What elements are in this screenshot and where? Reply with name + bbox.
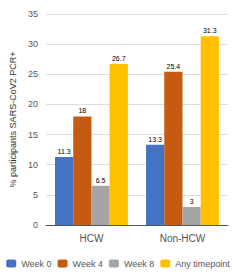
svg-text:15: 15 [28, 130, 38, 140]
svg-text:20: 20 [28, 99, 38, 109]
svg-text:Non-HCW: Non-HCW [160, 233, 206, 244]
svg-text:Week 8: Week 8 [124, 259, 154, 269]
svg-text:10: 10 [28, 160, 38, 170]
svg-text:18: 18 [78, 107, 86, 114]
svg-text:25: 25 [28, 69, 38, 79]
svg-text:% participants SARS-CoV2 PCR+: % participants SARS-CoV2 PCR+ [8, 52, 18, 188]
svg-text:HCW: HCW [79, 233, 103, 244]
svg-text:5: 5 [33, 190, 38, 200]
svg-text:30: 30 [28, 39, 38, 49]
svg-text:Any timepoint: Any timepoint [175, 259, 230, 269]
svg-text:31.3: 31.3 [203, 27, 217, 34]
svg-text:Week 0: Week 0 [21, 259, 51, 269]
svg-text:25.4: 25.4 [167, 63, 181, 70]
svg-text:35: 35 [28, 9, 38, 19]
svg-text:0: 0 [33, 220, 38, 230]
svg-text:13.3: 13.3 [148, 136, 162, 143]
svg-text:3: 3 [190, 198, 194, 205]
svg-text:11.3: 11.3 [58, 148, 71, 155]
svg-text:26.7: 26.7 [112, 55, 126, 62]
svg-text:Week 4: Week 4 [73, 259, 103, 269]
svg-text:6.5: 6.5 [96, 177, 106, 184]
